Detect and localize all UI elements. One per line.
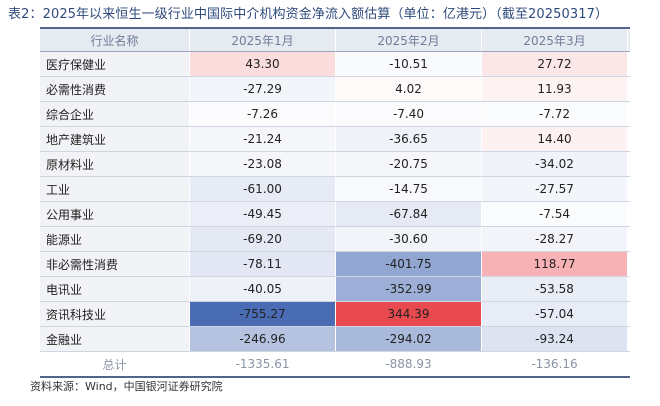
value-cell-mar: -34.02 (482, 152, 628, 176)
value-cell-feb: -294.02 (336, 327, 482, 351)
table-row: 公用事业 -49.45 -67.84 -7.54 (40, 202, 630, 227)
column-header-industry: 行业名称 (40, 29, 190, 51)
value-cell-jan: -61.00 (190, 177, 336, 201)
industry-name: 地产建筑业 (40, 127, 190, 151)
value-cell-feb: -10.51 (336, 52, 482, 76)
total-value-mar: -136.16 (482, 352, 628, 376)
value-cell-feb: -30.60 (336, 227, 482, 251)
value-cell-feb: -67.84 (336, 202, 482, 226)
value-cell-mar: -28.27 (482, 227, 628, 251)
value-cell-jan: -7.26 (190, 102, 336, 126)
column-header-feb: 2025年2月 (336, 29, 482, 51)
value-cell-feb: -401.75 (336, 252, 482, 276)
value-cell-feb: -36.65 (336, 127, 482, 151)
table-row: 电讯业 -40.05 -352.99 -53.58 (40, 277, 630, 302)
value-cell-mar: -7.72 (482, 102, 628, 126)
value-cell-jan: -23.08 (190, 152, 336, 176)
total-label: 总计 (40, 352, 190, 376)
table-row: 资讯科技业 -755.27 344.39 -57.04 (40, 302, 630, 327)
value-cell-mar: -93.24 (482, 327, 628, 351)
table-row: 医疗保健业 43.30 -10.51 27.72 (40, 52, 630, 77)
value-cell-feb: -20.75 (336, 152, 482, 176)
table-row: 工业 -61.00 -14.75 -27.57 (40, 177, 630, 202)
table-row: 地产建筑业 -21.24 -36.65 14.40 (40, 127, 630, 152)
table-header-row: 行业名称 2025年1月 2025年2月 2025年3月 (40, 27, 630, 52)
industry-name: 非必需性消费 (40, 252, 190, 276)
industry-name: 医疗保健业 (40, 52, 190, 76)
value-cell-jan: 43.30 (190, 52, 336, 76)
value-cell-mar: 11.93 (482, 77, 628, 101)
industry-name: 必需性消费 (40, 77, 190, 101)
industry-name: 能源业 (40, 227, 190, 251)
industry-name: 综合企业 (40, 102, 190, 126)
value-cell-jan: -755.27 (190, 302, 336, 326)
value-cell-mar: -57.04 (482, 302, 628, 326)
value-cell-feb: -14.75 (336, 177, 482, 201)
column-header-jan: 2025年1月 (190, 29, 336, 51)
value-cell-mar: -7.54 (482, 202, 628, 226)
industry-name: 资讯科技业 (40, 302, 190, 326)
value-cell-mar: -27.57 (482, 177, 628, 201)
table-title: 表2：2025年以来恒生一级行业中国际中介机构资金净流入额估算（单位：亿港元）（… (8, 7, 609, 22)
value-cell-jan: -69.20 (190, 227, 336, 251)
value-cell-feb: 344.39 (336, 302, 482, 326)
value-cell-feb: -352.99 (336, 277, 482, 301)
value-cell-jan: -40.05 (190, 277, 336, 301)
table-body: 医疗保健业 43.30 -10.51 27.72 必需性消费 -27.29 4.02 11.9… (40, 52, 630, 352)
value-cell-jan: -49.45 (190, 202, 336, 226)
value-cell-jan: -21.24 (190, 127, 336, 151)
heatmap-table: 行业名称 2025年1月 2025年2月 2025年3月 医疗保健业 43.30-… (40, 27, 630, 378)
industry-name: 公用事业 (40, 202, 190, 226)
table-row: 综合企业 -7.26 -7.40 -7.72 (40, 102, 630, 127)
table-row: 必需性消费 -27.29 4.02 11.93 (40, 77, 630, 102)
value-cell-feb: -7.40 (336, 102, 482, 126)
table-row: 能源业 -69.20 -30.60 -28.27 (40, 227, 630, 252)
industry-name: 金融业 (40, 327, 190, 351)
industry-name: 原材料业 (40, 152, 190, 176)
value-cell-mar: 14.40 (482, 127, 628, 151)
total-value-feb: -888.93 (336, 352, 482, 376)
source-note: 资料来源：Wind，中国银河证券研究院 (30, 380, 223, 393)
value-cell-jan: -27.29 (190, 77, 336, 101)
total-row: 总计 -1335.61 -888.93 -136.16 (40, 352, 630, 378)
industry-name: 工业 (40, 177, 190, 201)
value-cell-mar: 118.77 (482, 252, 628, 276)
industry-name: 电讯业 (40, 277, 190, 301)
value-cell-feb: 4.02 (336, 77, 482, 101)
value-cell-mar: -53.58 (482, 277, 628, 301)
total-value-jan: -1335.61 (190, 352, 336, 376)
column-header-mar: 2025年3月 (482, 29, 628, 51)
value-cell-jan: -246.96 (190, 327, 336, 351)
value-cell-jan: -78.11 (190, 252, 336, 276)
value-cell-mar: 27.72 (482, 52, 628, 76)
table-row: 非必需性消费 -78.11 -401.75 118.77 (40, 252, 630, 277)
table-row: 金融业 -246.96 -294.02 -93.24 (40, 327, 630, 352)
table-row: 原材料业 -23.08 -20.75 -34.02 (40, 152, 630, 177)
